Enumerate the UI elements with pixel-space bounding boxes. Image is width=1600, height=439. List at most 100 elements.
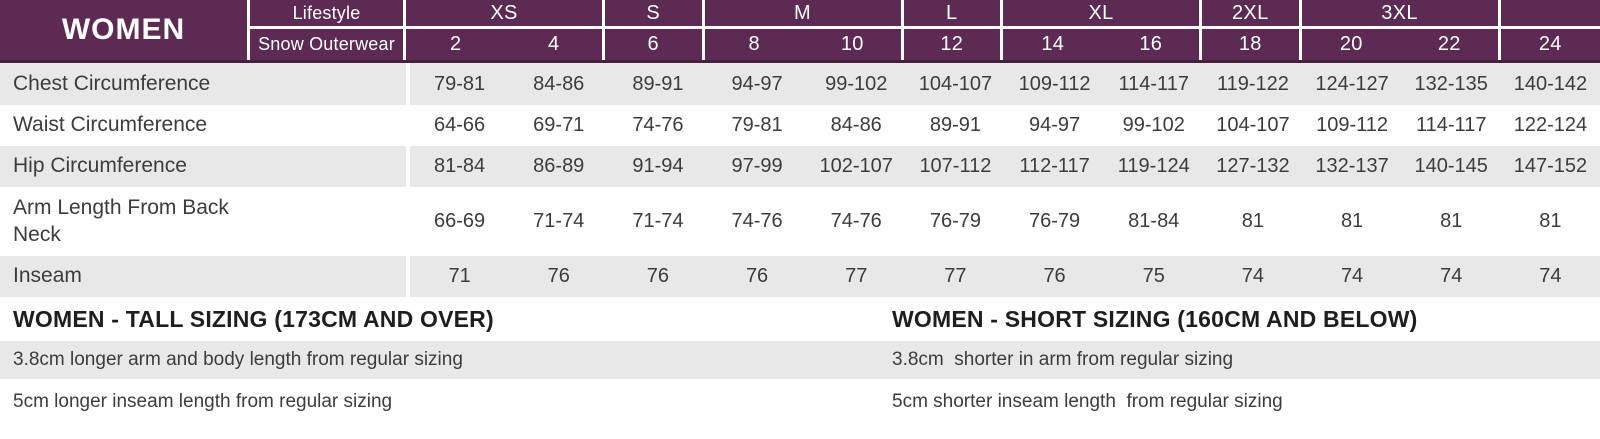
measurement-value-cell: 127-132 xyxy=(1216,155,1290,177)
size-number-cell: 4 xyxy=(506,29,605,60)
measurement-value-cell: 71 xyxy=(448,265,471,287)
measurement-value-cell: 75 xyxy=(1142,265,1165,287)
size-group-cell: 2XL xyxy=(1202,0,1302,29)
measurement-value-cell: 81-84 xyxy=(1128,210,1180,232)
measurement-label: Chest Circumference xyxy=(0,63,406,105)
measurement-value-cell: 84-86 xyxy=(830,114,882,136)
measurement-value-cell: 97-99 xyxy=(731,155,783,177)
tall-sizing-heading: WOMEN - TALL SIZING (173CM AND OVER) xyxy=(13,305,494,332)
size-table-header: WOMEN Lifestyle Snow Outerwear XS S M L XL 2X… xyxy=(0,0,1600,63)
size-group-cell: S xyxy=(605,0,705,29)
measurement-value-cell: 119-124 xyxy=(1117,155,1190,177)
size-number-cell: 8 xyxy=(748,33,760,55)
measurement-value-cell: 74 xyxy=(1440,265,1463,287)
size-number-cell: 18 xyxy=(1202,29,1302,60)
measurement-value-cell: 89-91 xyxy=(632,72,684,95)
measurement-label: Waist Circumference xyxy=(13,113,208,137)
size-number-cell: 16 xyxy=(1103,29,1202,60)
measurement-value-cell: 119-122 xyxy=(1216,72,1289,95)
lifestyle-row-label: Lifestyle xyxy=(250,0,406,29)
measurement-label: Hip Circumference xyxy=(0,146,406,187)
footnote-inseam-row: 5cm longer inseam length from regular si… xyxy=(0,385,1600,419)
size-group-cell: L xyxy=(903,0,1003,29)
size-number-cell: 22 xyxy=(1401,29,1501,60)
tall-inseam-note: 5cm longer inseam length from regular si… xyxy=(13,391,393,412)
measurement-value-cell: 122-124 xyxy=(1513,114,1588,136)
measurement-value-cell: 109-112 xyxy=(1316,114,1389,136)
measurement-value-cell: 132-135 xyxy=(1414,72,1488,95)
measurement-value-cell: 114-117 xyxy=(1416,114,1487,136)
measurement-value-cell: 76-79 xyxy=(929,210,981,232)
measurement-row: Arm Length From Back Neck 66-69 71-74 71-74… xyxy=(0,187,1600,256)
size-group-cell: XS xyxy=(406,0,605,29)
size-number-cell: 6 xyxy=(605,29,705,60)
size-number-cell: 12 xyxy=(904,29,1003,60)
short-arm-note: 3.8cm shorter in arm from regular sizing xyxy=(892,349,1234,370)
measurement-value-cell: 64-66 xyxy=(434,114,486,136)
measurement-value-cell: 94-97 xyxy=(731,72,783,95)
measurement-value-cell: 114-117 xyxy=(1118,72,1189,95)
measurement-value-cell: 74-76 xyxy=(632,114,684,136)
measurement-value-cell: 71-74 xyxy=(632,210,684,232)
measurement-value-cell: 147-152 xyxy=(1513,155,1588,177)
measurement-value-cell: 76 xyxy=(547,265,570,287)
measurement-label: Inseam xyxy=(0,256,406,297)
snow-outerwear-row-label: Snow Outerwear xyxy=(250,29,406,60)
measurement-value-cell: 124-127 xyxy=(1315,72,1389,95)
size-group-cell: M xyxy=(704,0,904,29)
measurement-value-cell: 86-89 xyxy=(533,155,585,177)
size-table-body: Chest Circumference 79-81 84-86 89-91 94-97 9… xyxy=(0,63,1600,297)
measurement-value-cell: 91-94 xyxy=(632,155,684,177)
measurement-value-cell: 81 xyxy=(1440,210,1463,232)
measurement-value-cell: 77 xyxy=(845,265,868,287)
size-group-cell xyxy=(1500,0,1600,29)
size-number-cell: 14 xyxy=(1041,33,1065,55)
size-number-cell: 20 xyxy=(1339,33,1363,55)
measurement-value-cell: 77 xyxy=(944,265,967,287)
measurement-value-cell: 74-76 xyxy=(830,210,882,232)
measurement-row: Waist Circumference 64-66 69-71 74-76 79-81 8… xyxy=(0,105,1600,146)
measurement-value-cell: 76 xyxy=(1043,265,1066,287)
size-group-cell: XL xyxy=(1003,0,1202,29)
measurement-value-cell: 132-137 xyxy=(1315,155,1389,177)
measurement-value-cell: 99-102 xyxy=(1122,114,1185,136)
measurement-value-cell: 104-107 xyxy=(1216,114,1290,136)
measurement-value-cell: 74 xyxy=(1539,265,1562,287)
measurement-label: Arm Length From Back Neck xyxy=(13,196,229,246)
size-number-cell: 2 xyxy=(450,33,462,55)
measurement-value-cell: 66-69 xyxy=(434,210,486,232)
measurement-value-cell: 74-76 xyxy=(731,210,783,232)
measurement-value-cell: 76-79 xyxy=(1028,210,1081,232)
short-inseam-note: 5cm shorter inseam length from regular s… xyxy=(892,391,1283,412)
measurement-value-cell: 81 xyxy=(1340,210,1364,232)
measurement-value-cell: 76 xyxy=(745,265,769,287)
measurement-row: Inseam 71 76 76 76 77 77 76 75 74 74 74 74 xyxy=(0,256,1600,297)
measurement-value-cell: 81 xyxy=(1539,210,1562,232)
short-sizing-heading: WOMEN - SHORT SIZING (160CM AND BELOW) xyxy=(892,305,1418,332)
measurement-value-cell: 71-74 xyxy=(533,210,585,232)
measurement-row: Hip Circumference 81-84 86-89 91-94 97-99 102… xyxy=(0,146,1600,187)
measurement-value-cell: 102-107 xyxy=(819,155,893,177)
table-title: WOMEN xyxy=(0,0,250,60)
measurement-value-cell: 76 xyxy=(646,265,670,287)
measurement-value-cell: 99-102 xyxy=(825,72,888,95)
measurement-value-cell: 81 xyxy=(1241,210,1265,232)
measurement-value-cell: 140-145 xyxy=(1414,155,1488,177)
size-number-cell: 24 xyxy=(1538,33,1562,55)
footnote-headings: WOMEN - TALL SIZING (173CM AND OVER) WOM… xyxy=(0,297,1600,341)
footnote-arm-row: 3.8cm longer arm and body length from re… xyxy=(0,341,1600,379)
tall-arm-note: 3.8cm longer arm and body length from re… xyxy=(13,349,463,370)
measurement-value-cell: 74 xyxy=(1241,265,1265,287)
measurement-value-cell: 74 xyxy=(1340,265,1364,287)
measurement-row: Chest Circumference 79-81 84-86 89-91 94-97 9… xyxy=(0,63,1600,105)
measurement-value-cell: 94-97 xyxy=(1028,114,1081,136)
measurement-value-cell: 84-86 xyxy=(533,72,585,95)
measurement-value-cell: 112-117 xyxy=(1019,155,1090,177)
measurement-value-cell: 104-107 xyxy=(918,72,993,95)
measurement-value-cell: 69-71 xyxy=(533,114,585,136)
measurement-value-cell: 81-84 xyxy=(434,155,486,177)
measurement-value-cell: 79-81 xyxy=(434,72,486,95)
measurement-value-cell: 79-81 xyxy=(731,114,783,136)
measurement-value-cell: 89-91 xyxy=(929,114,981,136)
